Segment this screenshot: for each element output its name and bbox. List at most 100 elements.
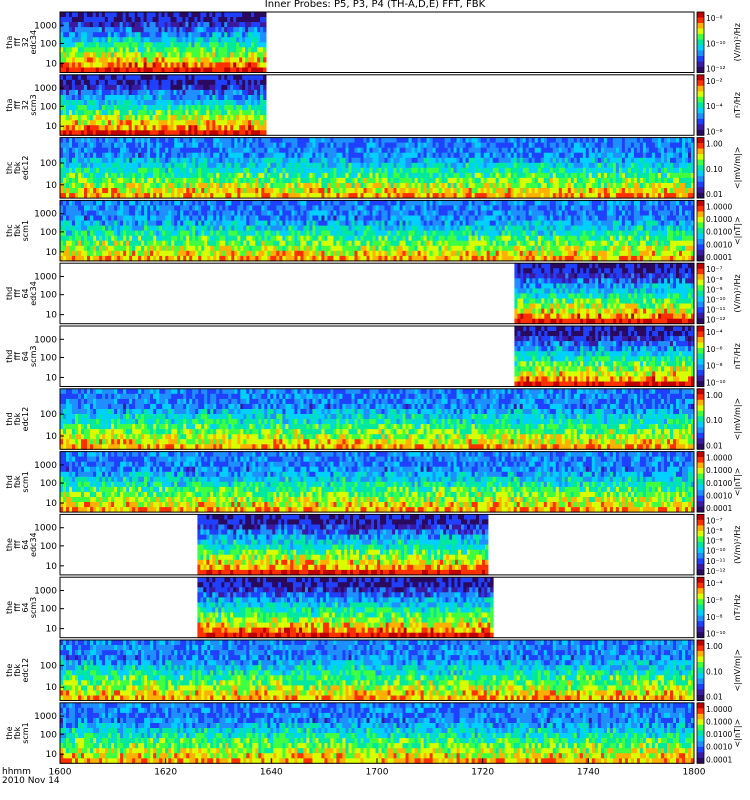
spectrogram-cell	[646, 138, 649, 143]
spectrogram-cell	[99, 27, 102, 32]
spectrogram-cell	[129, 62, 132, 67]
spectrogram-cell	[249, 168, 252, 173]
spectrogram-cell	[75, 115, 78, 120]
spectrogram-cell	[132, 27, 135, 32]
spectrogram-cell	[165, 211, 168, 216]
spectrogram-cell	[105, 231, 108, 236]
spectrogram-cell	[117, 90, 120, 95]
spectrogram-cell	[324, 183, 327, 188]
spectrogram-cell	[490, 158, 493, 163]
spectrogram-cell	[102, 231, 105, 236]
colorbar-tick-label: 0.10	[706, 165, 723, 174]
spectrogram-cell	[215, 57, 218, 62]
spectrogram-cell	[117, 22, 120, 27]
spectrogram-cell	[628, 163, 631, 168]
spectrogram-cell	[230, 115, 233, 120]
spectrogram-cell	[249, 188, 252, 193]
spectrogram-cell	[589, 168, 592, 173]
spectrogram-cell	[412, 168, 415, 173]
spectrogram-cell	[189, 143, 192, 148]
spectrogram-cell	[227, 95, 230, 100]
spectrogram-cell	[667, 148, 670, 153]
spectrogram-cell	[138, 188, 141, 193]
spectrogram-cell	[72, 42, 75, 47]
spectrogram-cell	[123, 37, 126, 42]
spectrogram-cell	[487, 188, 490, 193]
spectrogram-cell	[210, 173, 213, 178]
spectrogram-cell	[81, 158, 84, 163]
spectrogram-cell	[78, 22, 81, 27]
spectrogram-cell	[129, 241, 132, 246]
spectrogram-cell	[200, 52, 203, 57]
spectrogram-cell	[99, 95, 102, 100]
spectrogram-cell	[469, 143, 472, 148]
spectrogram-cell	[87, 148, 90, 153]
spectrogram-cell	[475, 163, 478, 168]
spectrogram-cell	[191, 47, 194, 52]
colorbar-tick-label: 1.00	[706, 140, 723, 149]
spectrogram-cell	[189, 231, 192, 236]
spectrogram-cell	[517, 183, 520, 188]
spectrogram-cell	[257, 47, 260, 52]
spectrogram-cell	[245, 17, 248, 22]
spectrogram-cell	[240, 173, 243, 178]
spectrogram-cell	[87, 57, 90, 62]
spectrogram-cell	[667, 173, 670, 178]
spectrogram-cell	[472, 158, 475, 163]
spectrogram-cell	[454, 158, 457, 163]
spectrogram-cell	[96, 236, 99, 241]
spectrogram-cell	[236, 52, 239, 57]
spectrogram-cell	[171, 188, 174, 193]
spectrogram-cell	[541, 138, 544, 143]
spectrogram-cell	[282, 158, 285, 163]
spectrogram-cell	[111, 12, 114, 17]
spectrogram-cell	[66, 173, 69, 178]
spectrogram-cell	[379, 153, 382, 158]
spectrogram-cell	[120, 47, 123, 52]
spectrogram-cell	[177, 178, 180, 183]
spectrogram-cell	[251, 37, 254, 42]
spectrogram-cell	[255, 153, 258, 158]
spectrogram-cell	[72, 27, 75, 32]
spectrogram-cell	[218, 80, 221, 85]
spectrogram-cell	[144, 148, 147, 153]
spectrogram-cell	[583, 163, 586, 168]
spectrogram-cell	[69, 178, 72, 183]
spectrogram-cell	[391, 183, 394, 188]
spectrogram-cell	[147, 153, 150, 158]
spectrogram-cell	[508, 183, 511, 188]
spectrogram-cell	[138, 115, 141, 120]
colorbar-tick-label: 10⁻⁶	[706, 127, 723, 136]
spectrogram-cell	[84, 90, 87, 95]
spectrogram-cell	[270, 143, 273, 148]
spectrogram-cell	[460, 153, 463, 158]
spectrogram-cell	[336, 188, 339, 193]
spectrogram-cell	[78, 188, 81, 193]
spectrogram-cell	[105, 62, 108, 67]
spectrogram-cell	[63, 57, 66, 62]
spectrogram-cell	[168, 42, 171, 47]
spectrogram-cell	[168, 125, 171, 130]
spectrogram-cell	[472, 143, 475, 148]
spectrogram-cell	[607, 138, 610, 143]
spectrogram-cell	[430, 183, 433, 188]
spectrogram-cell	[168, 236, 171, 241]
spectrogram-cell	[212, 37, 215, 42]
spectrogram-cell	[108, 163, 111, 168]
spectrogram-cell	[400, 158, 403, 163]
spectrogram-cell	[182, 27, 185, 32]
spectrogram-cell	[294, 153, 297, 158]
spectrogram-cell	[93, 62, 96, 67]
spectrogram-cell	[547, 188, 550, 193]
spectrogram-cell	[102, 178, 105, 183]
spectrogram-cell	[336, 158, 339, 163]
spectrogram-cell	[261, 163, 264, 168]
spectrogram-cell	[242, 120, 245, 125]
spectrogram-cell	[194, 57, 197, 62]
spectrogram-cell	[655, 188, 658, 193]
spectrogram-cell	[526, 178, 529, 183]
spectrogram-cell	[508, 138, 511, 143]
colorbar-segment	[697, 12, 704, 18]
spectrogram-cell	[219, 226, 222, 231]
spectrogram-cell	[203, 80, 206, 85]
